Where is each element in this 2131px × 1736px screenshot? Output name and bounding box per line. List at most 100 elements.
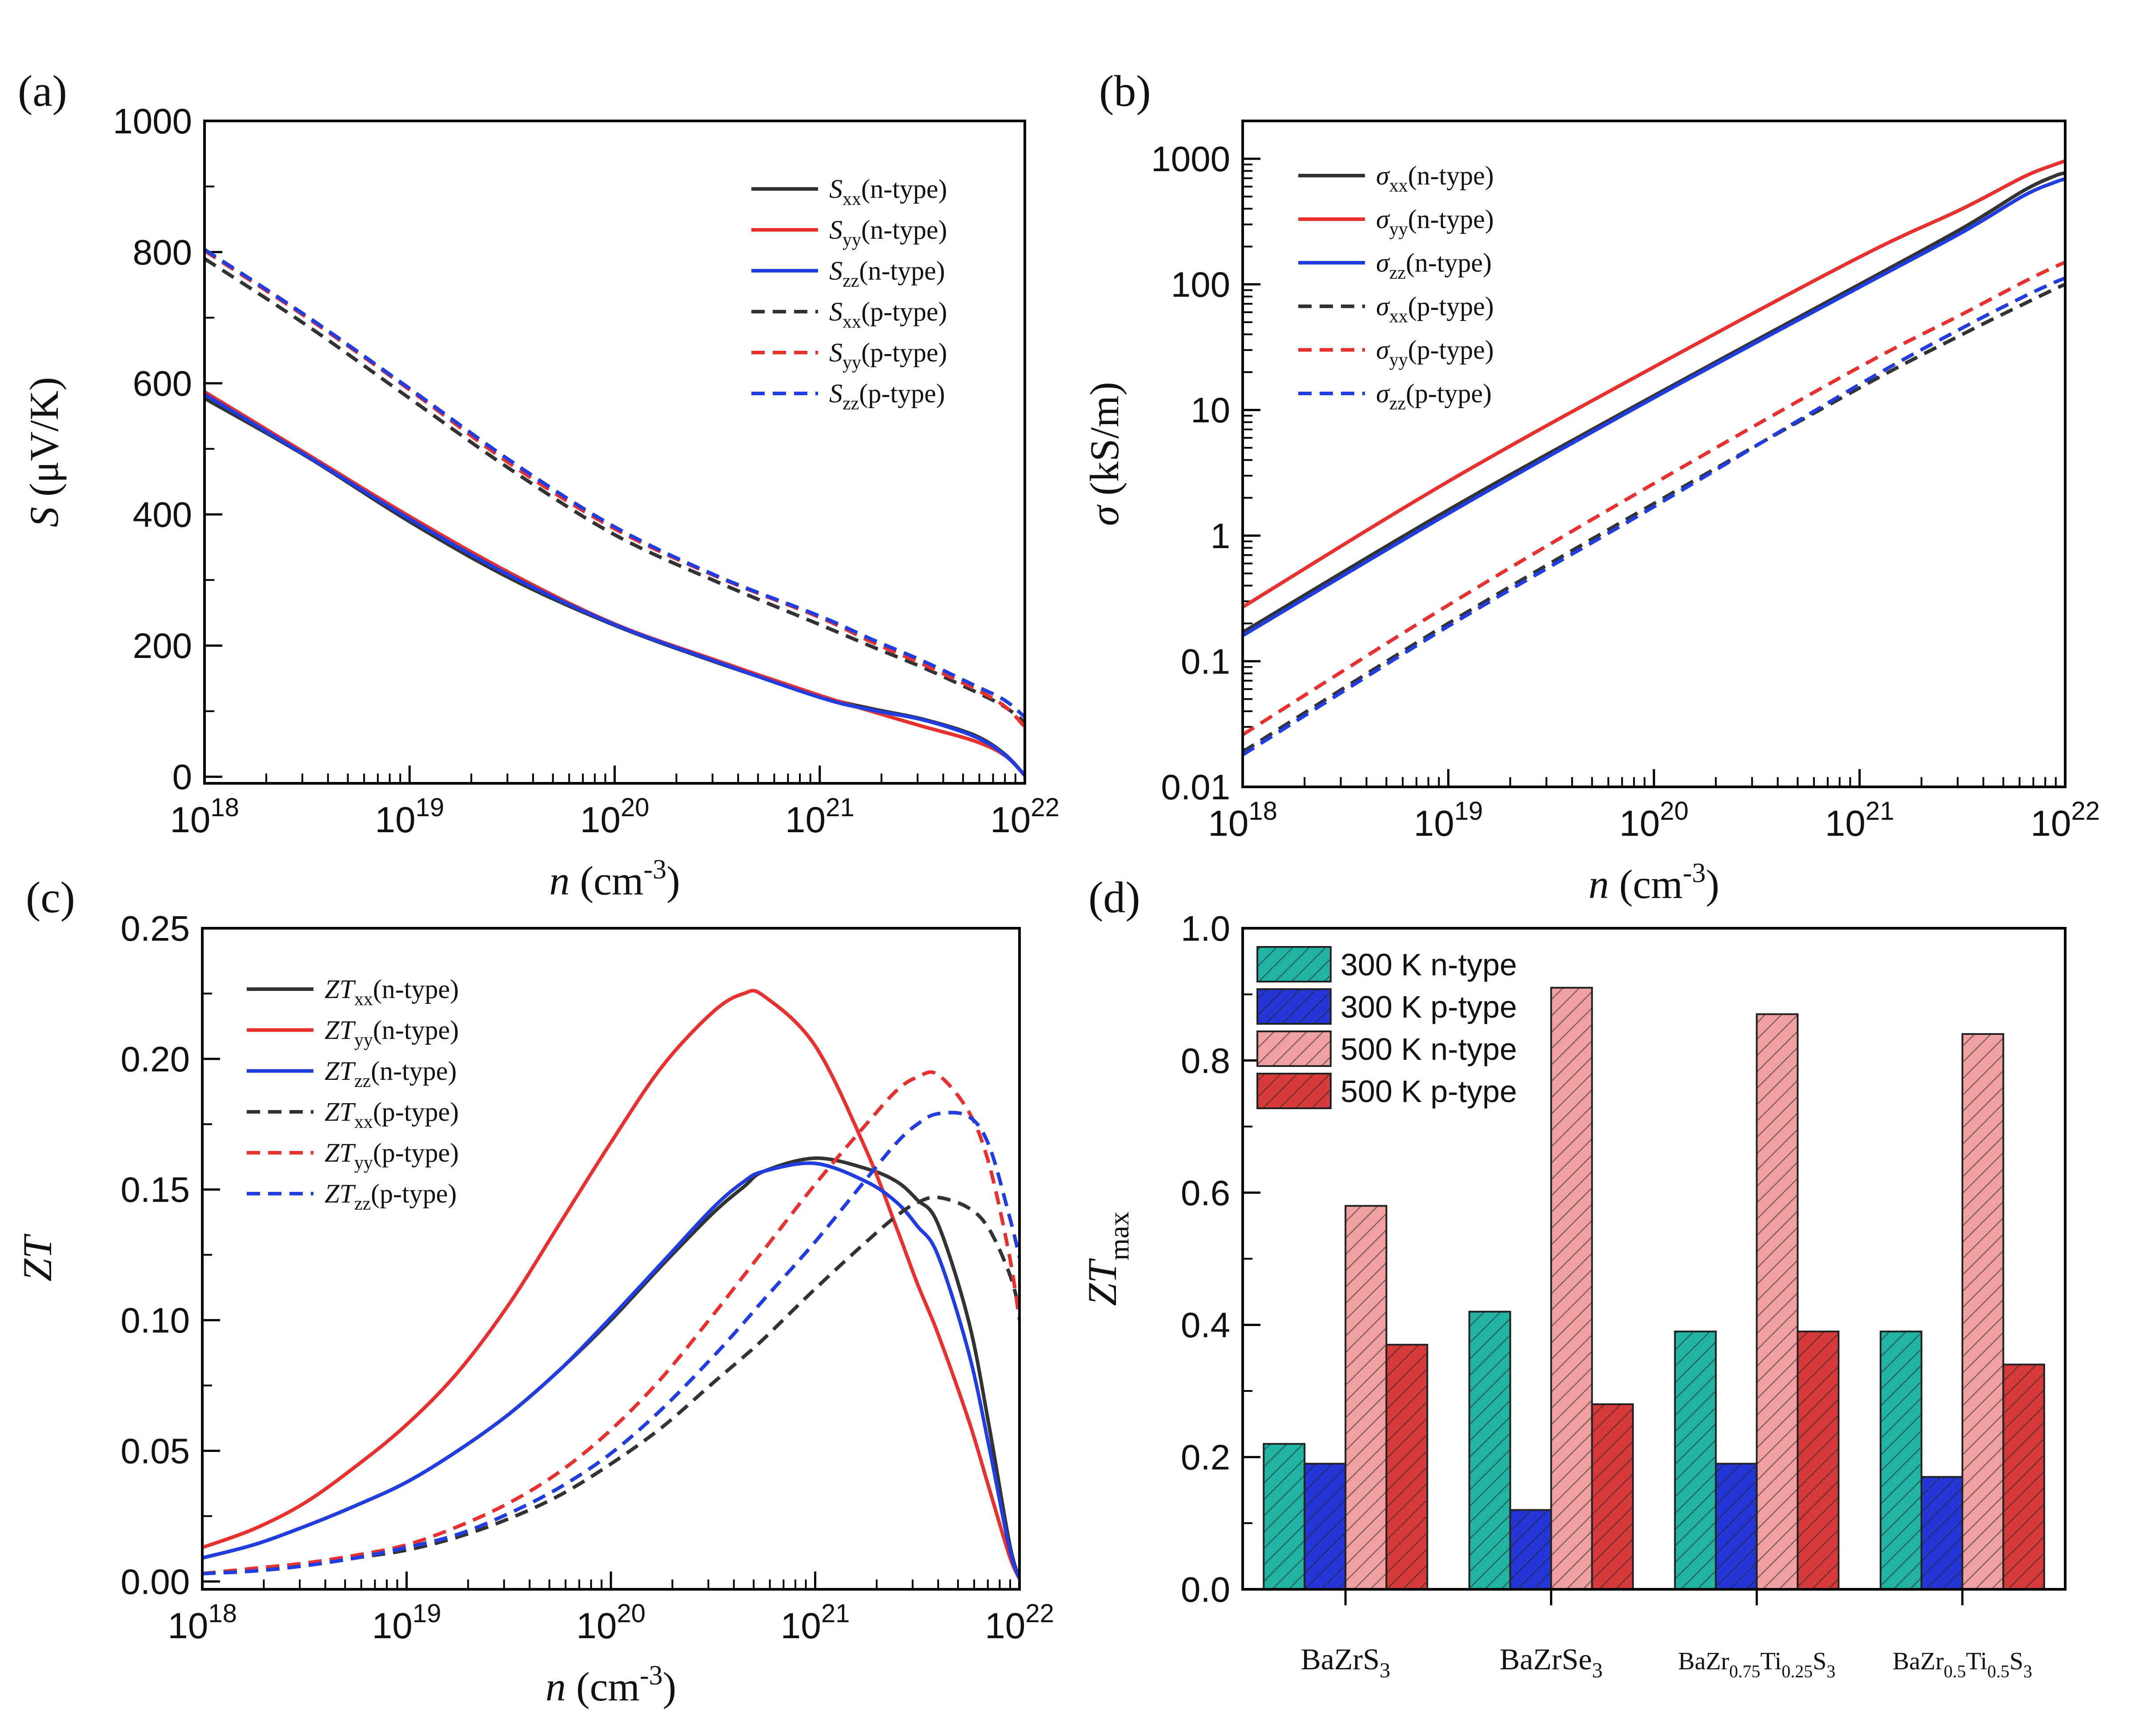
legend-swatch-hatch: [1257, 989, 1331, 1024]
bar-hatch: [1757, 1014, 1798, 1589]
panel-b-conductivity-chart: (b) 1018 1019 1020 1021 1022 0.01 0.1 1 10 100 1000…: [1082, 66, 2100, 907]
y-axis-label-a: S (μV/K): [21, 377, 67, 527]
series-line-zz-n-type: [202, 1161, 1019, 1580]
series-line-yy-n-type: [202, 989, 1019, 1580]
series-line-yy-p-type: [205, 249, 1025, 728]
series-line-zz-n-type: [1243, 177, 2065, 637]
bar-hatch: [1510, 1510, 1551, 1589]
legend-label: σyy(p-type): [1376, 335, 1494, 370]
plot-frame-b: [1241, 120, 2067, 788]
x-tick-label: 1020: [580, 793, 650, 840]
legend-label: σxx(p-type): [1376, 292, 1494, 327]
series-line-xx-n-type: [1243, 171, 2065, 634]
bar-hatch: [1880, 1331, 1922, 1589]
legend-label: 500 K n-type: [1340, 1032, 1517, 1066]
bar-hatch: [1921, 1477, 1962, 1589]
bar-hatch: [1592, 1404, 1633, 1589]
x-axis-label-b: n (cm-3): [1589, 858, 1719, 907]
bar-hatch: [1469, 1311, 1510, 1589]
x-tick-label: 1020: [1619, 797, 1689, 844]
category-label: BaZrS3: [1300, 1642, 1390, 1682]
legend-label: 500 K p-type: [1340, 1074, 1517, 1109]
y-tick-label: 0.05: [120, 1431, 190, 1471]
x-tick-label: 1019: [375, 793, 444, 840]
x-tick-label: 1021: [781, 1599, 850, 1646]
bar-hatch: [1716, 1463, 1757, 1589]
series-line-yy-n-type: [1243, 159, 2065, 609]
series-line-yy-n-type: [205, 390, 1025, 777]
legend-label: Szz(n-type): [829, 256, 945, 291]
bar-hatch: [1798, 1331, 1839, 1589]
y-tick-label: 1.0: [1181, 909, 1230, 948]
bar-hatch: [1675, 1331, 1716, 1589]
series-line-zz-n-type: [205, 393, 1025, 777]
series-line-xx-n-type: [202, 1156, 1019, 1580]
legend-label: 300 K p-type: [1340, 990, 1517, 1024]
y-tick-label: 0.6: [1181, 1173, 1230, 1213]
legend-label: Sxx(n-type): [829, 174, 947, 209]
y-tick-label: 0.1: [1181, 641, 1230, 681]
y-axis-label-b: σ (kS/m): [1082, 382, 1127, 526]
bar-hatch: [1551, 987, 1592, 1589]
plot-frame-a: [203, 120, 1026, 785]
y-tick-label: 200: [133, 626, 192, 666]
legend-label: 300 K n-type: [1340, 947, 1517, 982]
y-tick-label: 0.8: [1181, 1041, 1230, 1080]
category-label: BaZrSe3: [1500, 1642, 1603, 1682]
panel-label-a: (a): [18, 66, 67, 116]
legend-label: ZTyy(p-type): [325, 1138, 459, 1173]
series-line-yy-p-type: [202, 1070, 1019, 1576]
panel-c-zt-chart: (c) 1018 1019 1020 1021 1022 0.00 0.05 0.10 0.15 0…: [15, 873, 1054, 1709]
y-tick-label: 1000: [113, 101, 192, 141]
y-axis-label-c: ZT: [15, 1234, 60, 1282]
legend-label: ZTxx(p-type): [325, 1097, 459, 1132]
series-line-xx-p-type: [1243, 283, 2065, 754]
x-tick-label: 1022: [985, 1599, 1054, 1646]
bar-hatch: [1386, 1344, 1428, 1589]
x-tick-label: 1018: [168, 1599, 237, 1646]
legend-label: ZTxx(n-type): [325, 974, 459, 1010]
y-tick-label: 10: [1191, 390, 1230, 430]
plot-frame-d: [1241, 927, 2067, 1591]
y-tick-label: 400: [133, 495, 192, 534]
y-tick-label: 1: [1211, 516, 1231, 556]
y-tick-label: 0.4: [1181, 1305, 1230, 1345]
series-line-yy-p-type: [1243, 261, 2065, 737]
x-tick-label: 1022: [990, 793, 1059, 840]
bar-hatch: [2003, 1364, 2044, 1589]
plot-frame-c: [201, 927, 1021, 1591]
category-label: BaZr0.75Ti0.25S3: [1678, 1648, 1835, 1681]
x-tick-label: 1019: [1414, 797, 1483, 844]
x-tick-label: 1020: [576, 1599, 646, 1646]
x-tick-label: 1022: [2031, 797, 2100, 844]
bar-hatch: [1264, 1443, 1305, 1589]
x-tick-label: 1019: [372, 1599, 441, 1646]
legend-swatch-hatch: [1257, 1074, 1331, 1108]
legend-swatch-hatch: [1257, 1031, 1331, 1066]
x-axis-label-c: n (cm-3): [546, 1660, 676, 1709]
series-line-zz-p-type: [205, 248, 1025, 719]
series-line-zz-p-type: [202, 1111, 1019, 1576]
y-tick-label: 600: [133, 364, 192, 403]
legend-label: ZTyy(n-type): [325, 1015, 459, 1050]
x-tick-label: 1018: [1208, 797, 1277, 844]
panel-label-c: (c): [26, 873, 75, 922]
legend-label: ZTzz(p-type): [325, 1179, 457, 1214]
panel-label-d: (d): [1088, 873, 1140, 922]
y-tick-label: 0.0: [1181, 1570, 1230, 1609]
legend-label: σyy(n-type): [1376, 204, 1494, 240]
legend-label: Sxx(p-type): [829, 297, 947, 332]
bar-hatch: [1304, 1463, 1346, 1589]
bar-hatch: [1962, 1034, 2003, 1589]
legend-label: σzz(p-type): [1376, 379, 1492, 414]
legend-a: Sxx(n-type) Syy(n-type) Szz(n-type) Sxx(p-t…: [751, 174, 947, 414]
panel-d-ztmax-bar-chart: (d) 0.0 0.2 0.4 0.6 0.8 1.0 BaZrS3 BaZrSe3 BaZr0.…: [1080, 873, 2067, 1682]
x-tick-label: 1021: [785, 793, 855, 840]
legend-c: ZTxx(n-type) ZTyy(n-type) ZTzz(n-type) ZTxx…: [247, 974, 459, 1214]
y-tick-label: 0.00: [120, 1562, 190, 1601]
y-tick-label: 0.15: [120, 1170, 190, 1210]
y-tick-label: 0: [173, 757, 193, 797]
panel-a-seebeck-chart: (a) 1018 1019 1020 1021 1022 0 200 400 600 800 1000…: [18, 66, 1059, 903]
y-tick-label: 800: [133, 233, 192, 272]
